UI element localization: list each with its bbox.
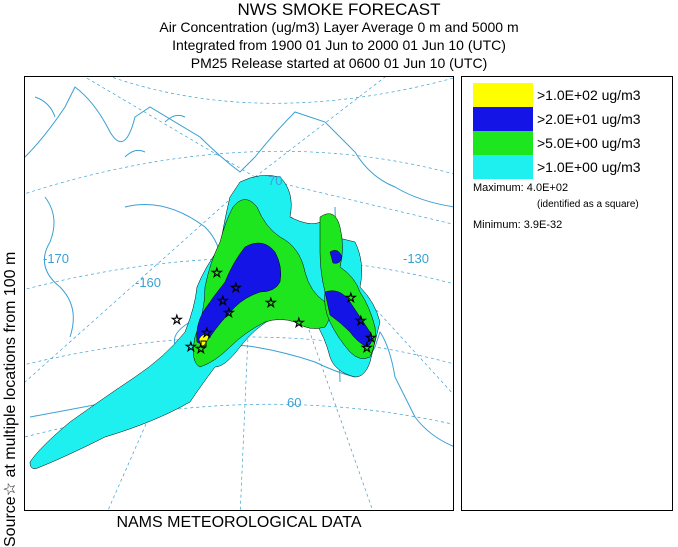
source-marker: ☆ bbox=[201, 325, 213, 340]
source-side-label: Source☆ at multiple locations from 100 m bbox=[2, 251, 19, 547]
latitude-line bbox=[25, 150, 453, 195]
plume-region-blue-north bbox=[329, 250, 343, 264]
legend-label: >2.0E+01 ug/m3 bbox=[537, 111, 641, 127]
legend-label: >1.0E+02 ug/m3 bbox=[537, 87, 641, 103]
latitude-label: 70 bbox=[268, 173, 282, 188]
legend-swatch bbox=[473, 107, 533, 131]
longitude-label: -170 bbox=[43, 251, 69, 266]
source-marker: ☆ bbox=[365, 330, 377, 345]
source-markers: ☆ ☆ ☆ ☆ ☆ ☆ ☆ ☆ ☆ ☆ ☆ ☆ ☆ ☆ bbox=[171, 265, 377, 357]
plume-high bbox=[196, 242, 373, 348]
plume-region-blue bbox=[196, 242, 282, 344]
map-panel: ☆ ☆ ☆ ☆ ☆ ☆ ☆ ☆ ☆ ☆ ☆ ☆ ☆ ☆ -170 -160 -1… bbox=[24, 76, 454, 511]
arctic-islands bbox=[124, 114, 186, 158]
arctic-coast bbox=[25, 86, 453, 208]
legend-item: >2.0E+01 ug/m3 bbox=[473, 107, 673, 131]
legend-panel: >1.0E+02 ug/m3 >2.0E+01 ug/m3 >5.0E+00 u… bbox=[461, 76, 673, 511]
source-marker: ☆ bbox=[171, 312, 183, 327]
source-marker: ☆ bbox=[223, 305, 235, 320]
latitude-label: 60 bbox=[287, 395, 301, 410]
source-marker: ☆ bbox=[355, 313, 367, 328]
source-marker: ☆ bbox=[345, 290, 357, 305]
maximum-label: Maximum: bbox=[473, 182, 524, 194]
chukotka-coast bbox=[43, 196, 74, 338]
maximum-note: (identified as a square) bbox=[537, 199, 639, 210]
latitude-line bbox=[110, 77, 453, 104]
legend-item: >1.0E+02 ug/m3 bbox=[473, 83, 673, 107]
wrangel-coast bbox=[34, 96, 56, 118]
latitude-line bbox=[25, 403, 453, 438]
longitude-label: -160 bbox=[135, 275, 161, 290]
subtitle-integration: Integrated from 1900 01 Jun to 2000 01 J… bbox=[172, 37, 506, 53]
smoke-map: ☆ ☆ ☆ ☆ ☆ ☆ ☆ ☆ ☆ ☆ ☆ ☆ ☆ ☆ -170 -160 -1… bbox=[25, 77, 453, 510]
source-marker: ☆ bbox=[230, 280, 242, 295]
source-marker: ☆ bbox=[293, 315, 305, 330]
longitude-line bbox=[84, 77, 256, 178]
subtitle-release: PM25 Release started at 0600 01 Jun 10 (… bbox=[190, 55, 488, 71]
longitude-line bbox=[254, 77, 386, 178]
legend-swatch bbox=[473, 155, 533, 179]
plume-region-blue-east bbox=[324, 290, 373, 348]
minimum-value: 3.9E-32 bbox=[523, 219, 563, 231]
source-marker: ☆ bbox=[217, 293, 229, 308]
maximum-stat: Maximum: 4.0E+02 bbox=[473, 182, 568, 194]
legend-swatch bbox=[473, 83, 533, 107]
map-title: NWS SMOKE FORECAST bbox=[237, 0, 441, 19]
maximum-square bbox=[200, 340, 207, 347]
source-marker: ☆ bbox=[185, 339, 197, 354]
minimum-stat: Minimum: 3.9E-32 bbox=[473, 219, 562, 231]
legend-item: >5.0E+00 ug/m3 bbox=[473, 131, 673, 155]
legend-label: >1.0E+00 ug/m3 bbox=[537, 159, 641, 175]
source-marker: ☆ bbox=[361, 340, 373, 355]
source-marker: ☆ bbox=[195, 341, 207, 356]
longitude-line bbox=[254, 176, 453, 395]
longitude-label: -130 bbox=[403, 251, 429, 266]
legend-item: >1.0E+00 ug/m3 bbox=[473, 155, 673, 179]
legend-label: >5.0E+00 ug/m3 bbox=[537, 135, 641, 151]
subtitle-concentration: Air Concentration (ug/m3) Layer Average … bbox=[159, 19, 519, 35]
graticule-labels: -170 -160 -130 70 60 bbox=[43, 173, 429, 410]
minimum-label: Minimum: bbox=[473, 219, 521, 231]
meteorological-data-footer: NAMS METEOROLOGICAL DATA bbox=[116, 514, 362, 531]
legend-swatch bbox=[473, 131, 533, 155]
source-marker: ☆ bbox=[211, 265, 223, 280]
source-marker: ☆ bbox=[265, 295, 277, 310]
maximum-value: 4.0E+02 bbox=[526, 182, 569, 194]
